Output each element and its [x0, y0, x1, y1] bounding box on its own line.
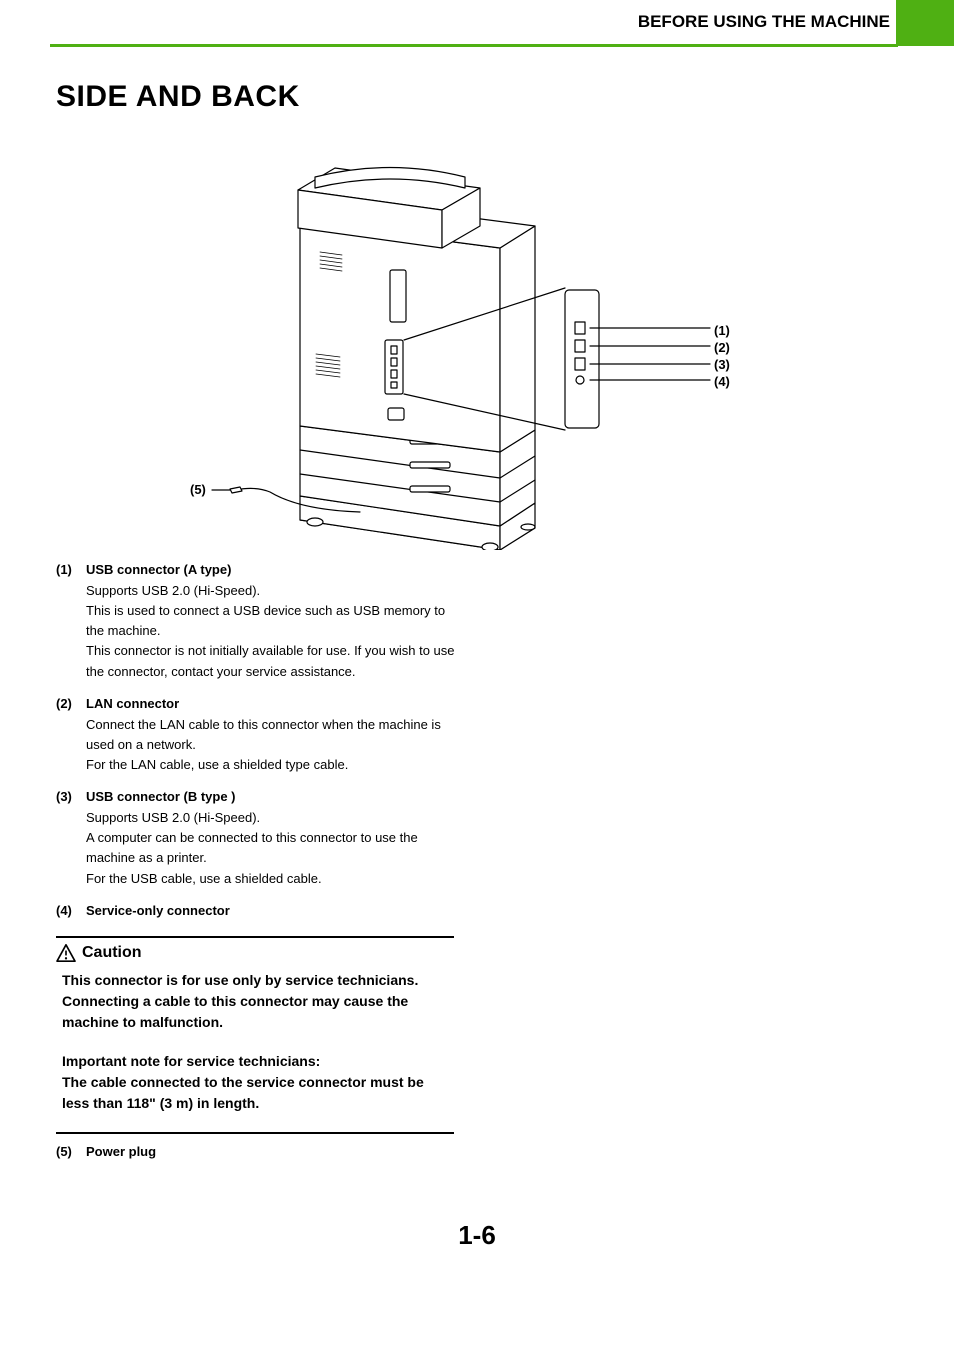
- caution-label: Caution: [82, 944, 142, 962]
- warning-icon: [56, 944, 76, 962]
- caution-paragraph-2: Important note for service technicians:T…: [62, 1051, 452, 1114]
- printer-diagram: [180, 140, 750, 550]
- caution-header: Caution: [56, 944, 454, 962]
- item-description: Supports USB 2.0 (Hi-Speed).This is used…: [86, 581, 466, 682]
- callout-label-5: (5): [190, 482, 206, 497]
- callout-label-2: (2): [714, 340, 730, 355]
- callout-label-1: (1): [714, 323, 730, 338]
- item-number: (1): [56, 562, 86, 682]
- item-number: (2): [56, 696, 86, 775]
- caution-rule-bottom: [56, 1132, 454, 1134]
- list-item: (3) USB connector (B type ) Supports USB…: [56, 789, 466, 889]
- item-title: USB connector (B type ): [86, 789, 466, 804]
- item-description: Connect the LAN cable to this connector …: [86, 715, 466, 775]
- section-title: BEFORE USING THE MACHINE: [638, 12, 890, 32]
- item-number: (3): [56, 789, 86, 889]
- description-column: (1) USB connector (A type) Supports USB …: [56, 562, 466, 1177]
- item-title: Service-only connector: [86, 903, 230, 918]
- list-item: (1) USB connector (A type) Supports USB …: [56, 562, 466, 682]
- list-item: (4) Service-only connector: [56, 903, 466, 922]
- caution-paragraph-1: This connector is for use only by servic…: [62, 970, 452, 1033]
- list-item: (5) Power plug: [56, 1144, 466, 1163]
- page-number: 1-6: [0, 1220, 954, 1251]
- header-accent-block: [896, 0, 954, 46]
- item-number: (5): [56, 1144, 86, 1163]
- callout-label-3: (3): [714, 357, 730, 372]
- page: BEFORE USING THE MACHINE SIDE AND BACK: [0, 0, 954, 1350]
- caution-box: Caution This connector is for use only b…: [56, 936, 454, 1134]
- item-description: Supports USB 2.0 (Hi-Speed).A computer c…: [86, 808, 466, 889]
- caution-body: This connector is for use only by servic…: [56, 970, 454, 1114]
- page-title: SIDE AND BACK: [56, 80, 300, 114]
- callout-label-4: (4): [714, 374, 730, 389]
- header-bar: BEFORE USING THE MACHINE: [0, 0, 954, 46]
- list-item: (2) LAN connector Connect the LAN cable …: [56, 696, 466, 775]
- item-title: LAN connector: [86, 696, 466, 711]
- item-title: USB connector (A type): [86, 562, 466, 577]
- header-rule: [50, 44, 898, 47]
- item-number: (4): [56, 903, 86, 922]
- caution-rule-top: [56, 936, 454, 938]
- item-title: Power plug: [86, 1144, 156, 1159]
